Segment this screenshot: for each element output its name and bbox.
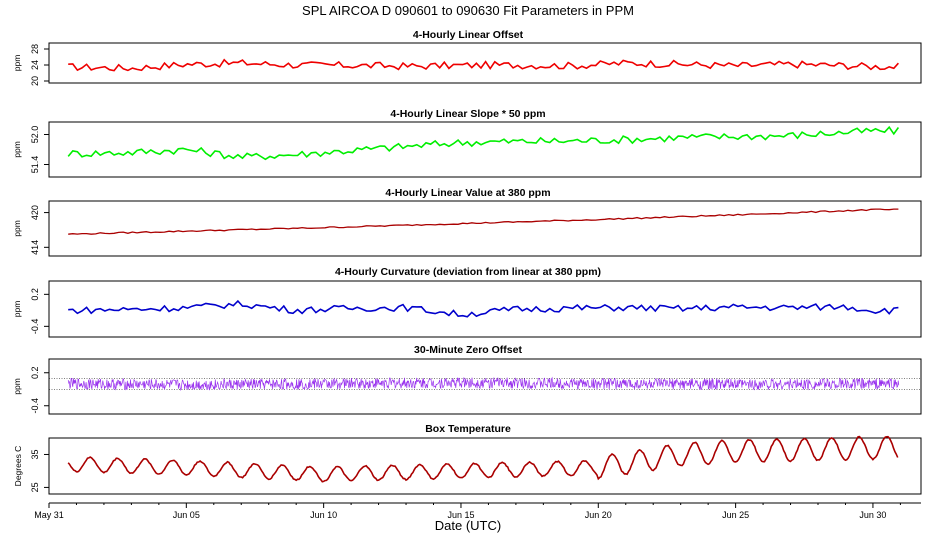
- series-line: [67, 435, 899, 483]
- y-tick-label: 420: [30, 205, 40, 220]
- panel-frame: [48, 121, 922, 178]
- y-axis-label: Degrees C: [13, 446, 23, 487]
- y-tick-label: 52.0: [30, 126, 40, 144]
- y-tick-label: 28: [30, 44, 40, 54]
- y-axis-label: ppm: [12, 301, 22, 318]
- y-tick-label: 35: [30, 449, 40, 459]
- x-tick-label: Jun 05: [173, 510, 200, 520]
- panel-frame: [48, 200, 922, 257]
- panel-frame: [48, 437, 922, 495]
- y-axis-label: ppm: [12, 220, 22, 237]
- y-tick-label: 0.2: [30, 366, 40, 379]
- panel-frame: [48, 358, 922, 415]
- x-ticks: May 31 Jun 05 Jun 10 Jun 15 Jun 20 Jun 25 Jun …: [34, 503, 901, 520]
- series-line: [67, 125, 900, 161]
- series-line: [68, 58, 899, 72]
- x-tick-label: May 31: [34, 510, 64, 520]
- y-tick-label: -0.4: [30, 319, 40, 335]
- panel-3: 4-Hourly Linear Value at 380 ppm 420 414 pp…: [12, 187, 922, 257]
- panel-title: 4-Hourly Linear Slope * 50 ppm: [390, 108, 545, 120]
- x-tick-label: Jun 25: [722, 510, 749, 520]
- x-axis: May 31 Jun 05 Jun 10 Jun 15 Jun 20 Jun 25 Jun …: [34, 502, 921, 533]
- series-line: [68, 299, 899, 318]
- y-axis-label: ppm: [12, 378, 22, 395]
- panel-5: 30-Minute Zero Offset 0.2 -0.4 ppm: [12, 344, 922, 415]
- x-tick-label: Jun 15: [447, 510, 474, 520]
- y-axis-label: ppm: [12, 141, 22, 158]
- figure-title: SPL AIRCOA D 090601 to 090630 Fit Parame…: [302, 3, 634, 18]
- x-tick-label: Jun 20: [585, 510, 612, 520]
- y-tick-label: 25: [30, 482, 40, 492]
- x-tick-label: Jun 10: [310, 510, 337, 520]
- panel-6: Box Temperature 35 25 Degrees C: [13, 423, 922, 495]
- panel-frame: [48, 280, 922, 338]
- y-tick-label: 24: [30, 60, 40, 70]
- series-line: [67, 376, 900, 392]
- panel-title: 30-Minute Zero Offset: [414, 344, 522, 356]
- y-tick-label: -0.4: [30, 398, 40, 414]
- y-tick-label: 0.2: [30, 288, 40, 301]
- panel-1: 4-Hourly Linear Offset 28 24 20 ppm: [12, 29, 922, 86]
- x-axis-label: Date (UTC): [435, 518, 501, 533]
- panel-frame: [48, 42, 922, 84]
- panel-title: 4-Hourly Linear Value at 380 ppm: [385, 187, 550, 199]
- y-axis-label: ppm: [12, 55, 22, 72]
- y-tick-label: 20: [30, 76, 40, 86]
- y-tick-label: 51.4: [30, 156, 40, 174]
- series-line: [68, 208, 899, 235]
- panel-title: Box Temperature: [425, 423, 511, 435]
- panel-title: 4-Hourly Curvature (deviation from linea…: [335, 266, 601, 278]
- panel-title: 4-Hourly Linear Offset: [413, 29, 524, 41]
- panel-2: 4-Hourly Linear Slope * 50 ppm 52.0 51.4 pp…: [12, 108, 922, 178]
- panel-4: 4-Hourly Curvature (deviation from linea…: [12, 266, 922, 338]
- panels: 4-Hourly Linear Offset282420ppm4-Hourly …: [12, 29, 922, 495]
- y-tick-label: 414: [30, 240, 40, 255]
- x-tick-label: Jun 30: [859, 510, 886, 520]
